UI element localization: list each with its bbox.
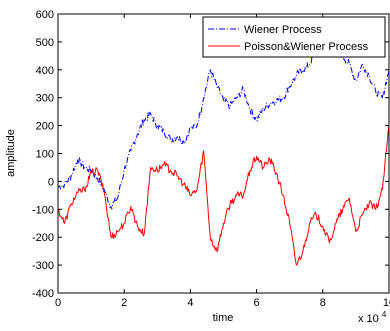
series-line-poisson-wiener: [57, 125, 390, 266]
y-tick-label: 400: [36, 65, 54, 77]
x-tick-label: 0: [55, 297, 61, 309]
legend-box: [202, 16, 386, 58]
y-tick-label: 0: [48, 176, 54, 188]
legend-label-poisson-wiener: Poisson&Wiener Process: [244, 41, 369, 53]
y-tick-label: 500: [36, 37, 54, 49]
y-tick-label: 300: [36, 93, 54, 105]
y-axis-label: amplitude: [5, 129, 17, 177]
x-tick-label: 10: [383, 297, 390, 309]
legend: Wiener Process Poisson&Wiener Process: [202, 16, 386, 58]
x-tick-label: 2: [121, 297, 127, 309]
x-exponent-base: x 10: [358, 313, 379, 325]
x-tick-label: 4: [187, 297, 193, 309]
x-tick-label: 8: [320, 297, 326, 309]
y-tick-label: -400: [32, 288, 54, 300]
plot-background: [58, 14, 389, 293]
series-line-wiener: [57, 46, 390, 210]
y-tick-label: -300: [32, 260, 54, 272]
axis-ticks: 0 2 4 6 8 10 -400 -300 -200 -100 0 100 200 300 400 500 6…: [32, 9, 390, 309]
x-axis-label: time: [213, 312, 234, 324]
y-tick-label: 600: [36, 9, 54, 21]
y-tick-label: -100: [32, 204, 54, 216]
x-exponent-power: 4: [382, 310, 387, 319]
y-tick-label: 200: [36, 121, 54, 133]
legend-label-wiener: Wiener Process: [244, 24, 322, 36]
x-exponent-label: x 10 4: [358, 310, 387, 325]
y-tick-label: 100: [36, 149, 54, 161]
x-tick-label: 6: [254, 297, 260, 309]
y-tick-label: -200: [32, 232, 54, 244]
series-lines: [57, 46, 390, 266]
